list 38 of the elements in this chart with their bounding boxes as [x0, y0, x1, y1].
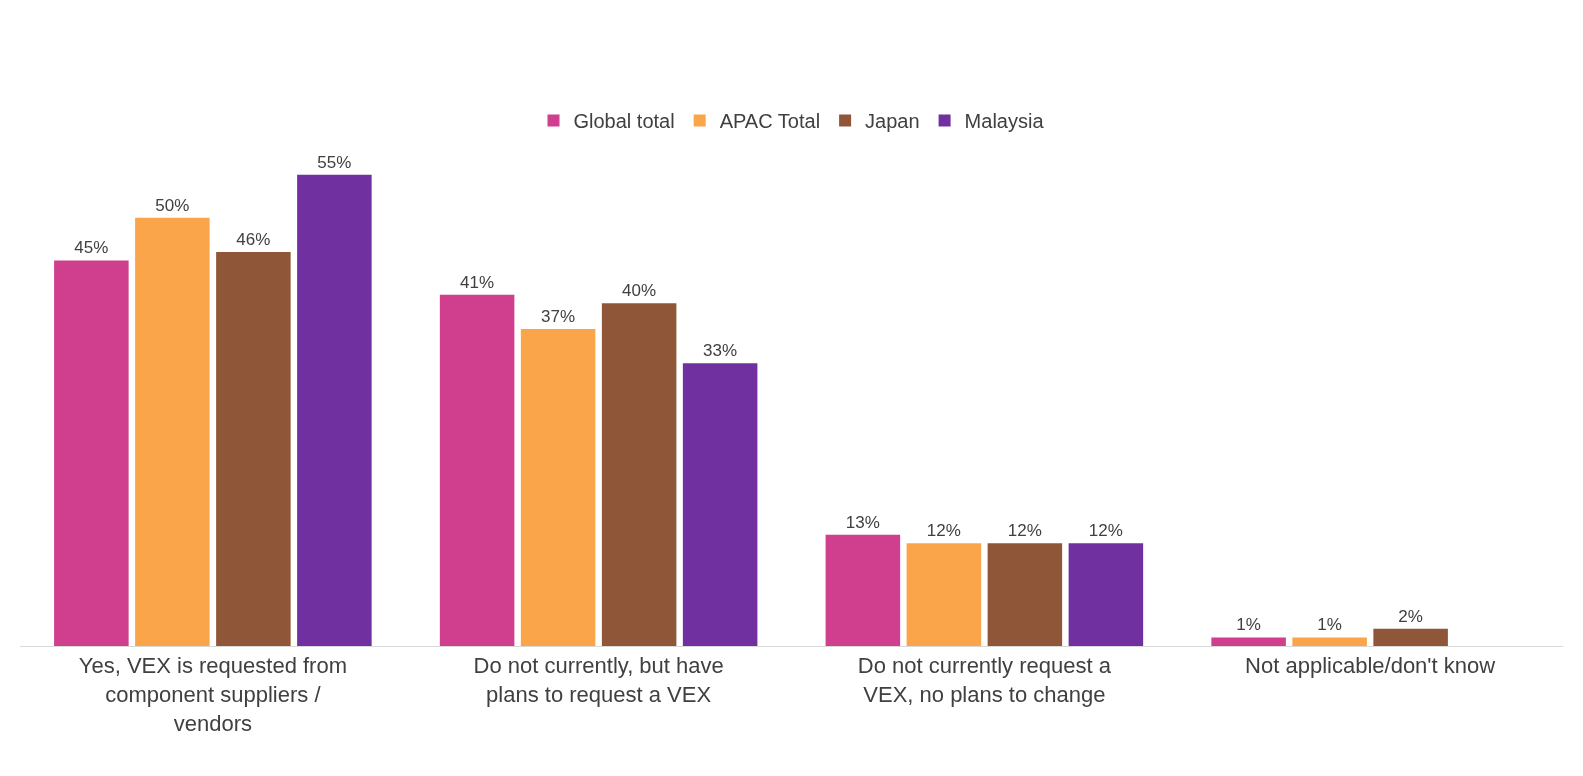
- data-label: 50%: [155, 195, 190, 215]
- data-label: 33%: [703, 341, 738, 361]
- data-label: 41%: [460, 272, 495, 292]
- data-label: 2%: [1398, 606, 1423, 626]
- bar: [682, 363, 758, 646]
- data-label: 1%: [1317, 615, 1342, 635]
- x-tick-label: Do not currently request a VEX, no plans to change: [857, 653, 1112, 707]
- bar: [216, 251, 291, 646]
- data-label: 55%: [317, 152, 352, 172]
- bar: [1211, 637, 1286, 646]
- bar: [906, 543, 982, 646]
- bar: [297, 174, 372, 646]
- legend-label: Malaysia: [964, 110, 1045, 133]
- data-label: 12%: [1088, 521, 1123, 541]
- data-label: 12%: [926, 521, 961, 541]
- bar: [825, 534, 901, 646]
- legend-label: Japan: [865, 110, 920, 133]
- data-label: 13%: [845, 512, 880, 532]
- data-label: 37%: [541, 307, 576, 327]
- bar: [135, 217, 210, 646]
- bar: [1068, 543, 1144, 646]
- data-label: 46%: [236, 229, 271, 249]
- legend-label: APAC Total: [719, 110, 821, 133]
- x-tick-label: Not applicable/don't know: [1245, 653, 1496, 679]
- legend-label: Global total: [573, 110, 675, 133]
- bar: [439, 294, 515, 646]
- data-label: 40%: [622, 281, 657, 301]
- bar: [520, 329, 596, 646]
- x-tick-label: Do not currently, but have plans to request a VEX: [473, 653, 724, 707]
- bar: [1292, 637, 1367, 646]
- bar: [54, 260, 129, 646]
- bar: [987, 543, 1063, 646]
- bar: [601, 303, 677, 646]
- x-tick-label: Yes, VEX is requested from component suppliers / vendors: [78, 653, 347, 736]
- data-label: 1%: [1236, 615, 1261, 635]
- data-label: 12%: [1007, 521, 1042, 541]
- data-label: 45%: [74, 238, 109, 258]
- bar: [1373, 628, 1448, 646]
